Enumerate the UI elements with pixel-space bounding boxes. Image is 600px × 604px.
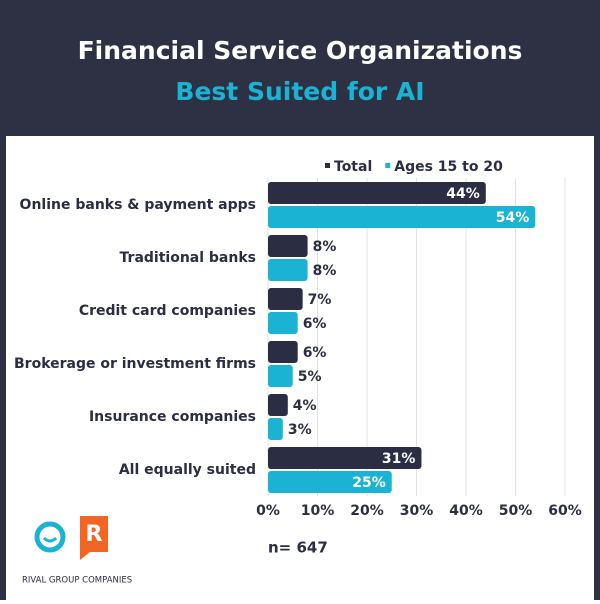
x-tick-label: 0% bbox=[256, 503, 280, 519]
bar bbox=[268, 447, 422, 469]
x-tick-label: 10% bbox=[301, 503, 335, 519]
bar bbox=[268, 288, 303, 310]
x-tick-label: 20% bbox=[350, 503, 384, 519]
legend-swatch bbox=[385, 163, 391, 168]
value-label: 5% bbox=[298, 369, 322, 385]
bar bbox=[268, 394, 288, 416]
bar bbox=[268, 341, 298, 363]
y-tick-label: Online banks & payment apps bbox=[20, 197, 256, 213]
value-label: 3% bbox=[288, 422, 312, 438]
value-label: 6% bbox=[303, 345, 327, 361]
annotation: n= 647 bbox=[268, 539, 328, 557]
bar bbox=[268, 312, 298, 334]
chart-title: Financial Service Organizations bbox=[78, 36, 523, 65]
y-tick-label: Brokerage or investment firms bbox=[14, 356, 256, 372]
x-tick-label: 40% bbox=[449, 503, 483, 519]
bar bbox=[268, 418, 283, 440]
logo-letter: R bbox=[86, 522, 103, 547]
legend-label: Total bbox=[334, 159, 372, 175]
value-label: 44% bbox=[446, 186, 480, 202]
brand: RIVAL GROUP COMPANIES bbox=[22, 576, 132, 586]
bar bbox=[268, 182, 486, 204]
logo-badge bbox=[80, 516, 108, 560]
chart-subtitle: Best Suited for AI bbox=[175, 77, 424, 106]
bar bbox=[268, 365, 293, 387]
value-label: 54% bbox=[496, 210, 530, 226]
value-label: 8% bbox=[313, 239, 337, 255]
legend-label: Ages 15 to 20 bbox=[394, 159, 503, 175]
value-label: 4% bbox=[293, 398, 317, 414]
y-tick-label: Traditional banks bbox=[120, 250, 256, 266]
y-tick-label: Insurance companies bbox=[89, 409, 256, 425]
logo-smile bbox=[42, 536, 58, 543]
x-tick-label: 60% bbox=[548, 503, 582, 519]
value-label: 6% bbox=[303, 316, 327, 332]
logo-bubble bbox=[34, 521, 66, 553]
logo: R RIVAL GROUP COMPANIES bbox=[22, 516, 132, 586]
x-tick-label: 30% bbox=[400, 503, 434, 519]
x-tick-label: 50% bbox=[499, 503, 533, 519]
value-label: 7% bbox=[308, 292, 332, 308]
bar bbox=[268, 471, 392, 493]
y-tick-label: All equally suited bbox=[119, 462, 256, 478]
value-label: 25% bbox=[352, 475, 386, 491]
value-label: 8% bbox=[313, 263, 337, 279]
legend-swatch bbox=[325, 163, 330, 168]
bar bbox=[268, 235, 308, 257]
bar bbox=[268, 259, 308, 281]
value-label: 31% bbox=[382, 451, 416, 467]
bar bbox=[268, 206, 536, 228]
y-tick-label: Credit card companies bbox=[79, 303, 256, 319]
